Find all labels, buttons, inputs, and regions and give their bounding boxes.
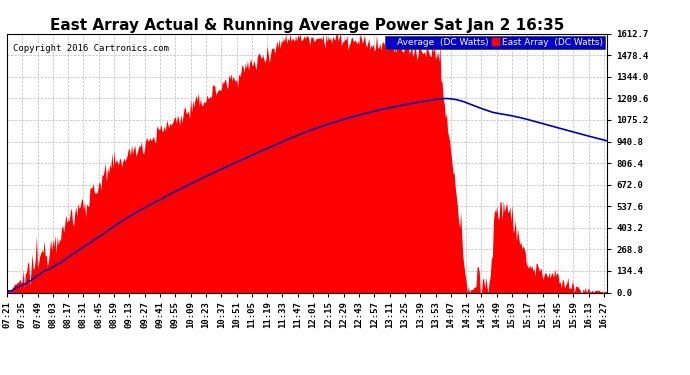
Text: Copyright 2016 Cartronics.com: Copyright 2016 Cartronics.com <box>13 44 169 53</box>
Title: East Array Actual & Running Average Power Sat Jan 2 16:35: East Array Actual & Running Average Powe… <box>50 18 564 33</box>
Legend: Average  (DC Watts), East Array  (DC Watts): Average (DC Watts), East Array (DC Watts… <box>385 36 605 49</box>
